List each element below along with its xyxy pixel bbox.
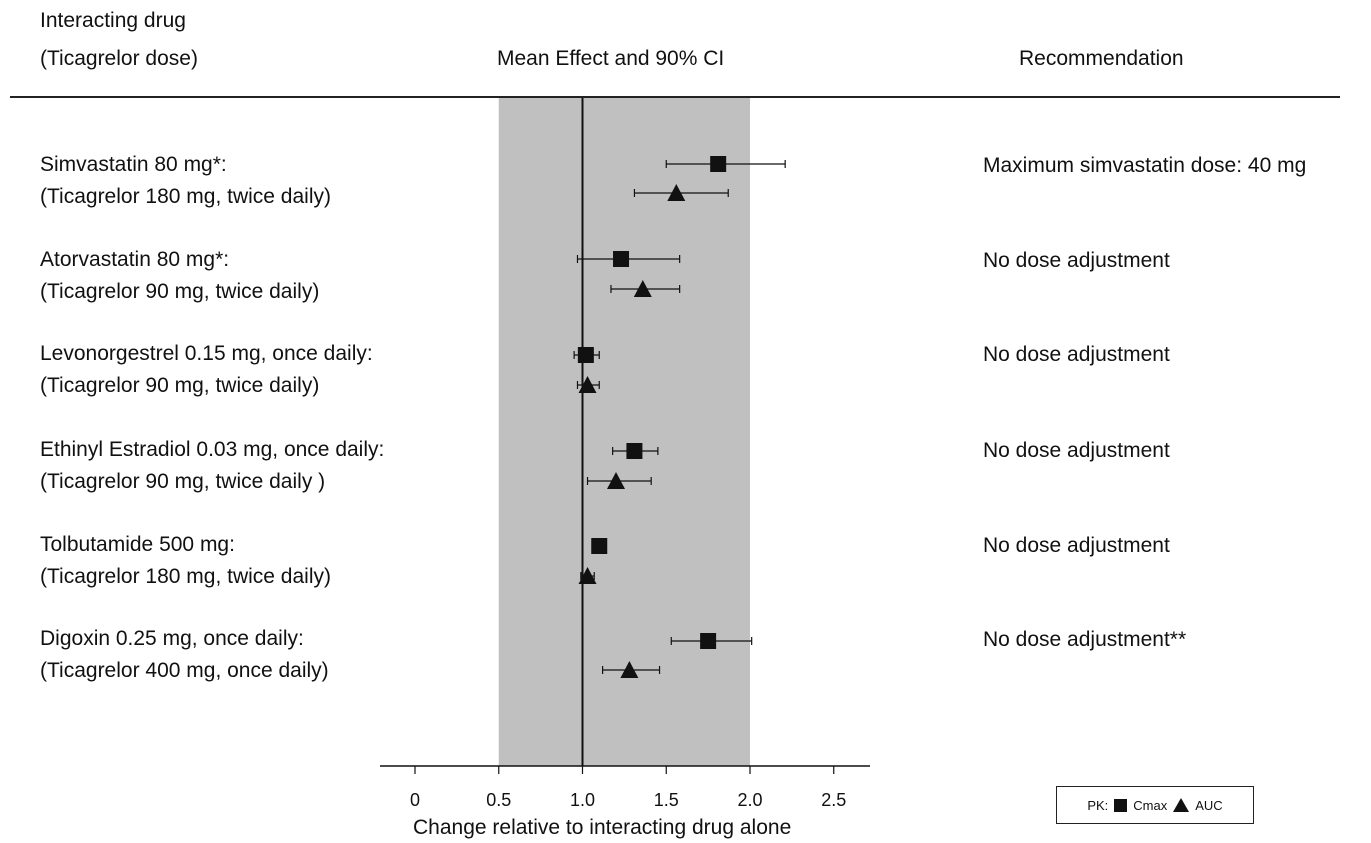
drug-name: Atorvastatin 80 mg*: [40,244,319,276]
cmax-point [578,347,594,363]
drug-name: Ethinyl Estradiol 0.03 mg, once daily: [40,434,384,466]
ticagrelor-dose: (Ticagrelor 180 mg, twice daily) [40,181,331,213]
legend-cmax: Cmax [1133,798,1167,813]
cmax-point [626,443,642,459]
row-label: Simvastatin 80 mg*: (Ticagrelor 180 mg, t… [40,149,331,213]
x-axis-label: Change relative to interacting drug alon… [413,816,791,840]
row-label: Levonorgestrel 0.15 mg, once daily: (Tica… [40,338,373,402]
square-marker-icon [1114,799,1127,812]
drug-name: Simvastatin 80 mg*: [40,149,331,181]
row-label: Tolbutamide 500 mg: (Ticagrelor 180 mg, t… [40,529,331,593]
cmax-point [700,633,716,649]
cmax-point [591,538,607,554]
ticagrelor-dose: (Ticagrelor 180 mg, twice daily) [40,561,331,593]
ticagrelor-dose: (Ticagrelor 400 mg, once daily) [40,655,329,687]
x-tick-label: 1.0 [570,790,595,810]
x-tick-label: 0 [410,790,420,810]
recommendation-text: No dose adjustment [983,534,1170,558]
ticagrelor-dose: (Ticagrelor 90 mg, twice daily) [40,370,373,402]
recommendation-text: Maximum simvastatin dose: 40 mg [983,154,1306,178]
row-label: Ethinyl Estradiol 0.03 mg, once daily: (T… [40,434,384,498]
x-tick-label: 2.5 [821,790,846,810]
row-label: Digoxin 0.25 mg, once daily: (Ticagrelor … [40,623,329,687]
drug-name: Levonorgestrel 0.15 mg, once daily: [40,338,373,370]
drug-name: Tolbutamide 500 mg: [40,529,331,561]
cmax-point [710,156,726,172]
recommendation-text: No dose adjustment [983,249,1170,273]
x-tick-label: 2.0 [737,790,762,810]
x-tick-label: 0.5 [486,790,511,810]
ticagrelor-dose: (Ticagrelor 90 mg, twice daily) [40,276,319,308]
ticagrelor-dose: (Ticagrelor 90 mg, twice daily ) [40,466,384,498]
drug-name: Digoxin 0.25 mg, once daily: [40,623,329,655]
recommendation-text: No dose adjustment [983,439,1170,463]
legend-auc: AUC [1195,798,1222,813]
recommendation-text: No dose adjustment** [983,628,1186,652]
shaded-band [499,98,750,766]
recommendation-text: No dose adjustment [983,343,1170,367]
triangle-marker-icon [1173,798,1189,812]
row-label: Atorvastatin 80 mg*: (Ticagrelor 90 mg, t… [40,244,319,308]
cmax-point [613,251,629,267]
legend: PK: Cmax AUC [1056,786,1254,824]
legend-prefix: PK: [1087,798,1108,813]
x-tick-label: 1.5 [654,790,679,810]
